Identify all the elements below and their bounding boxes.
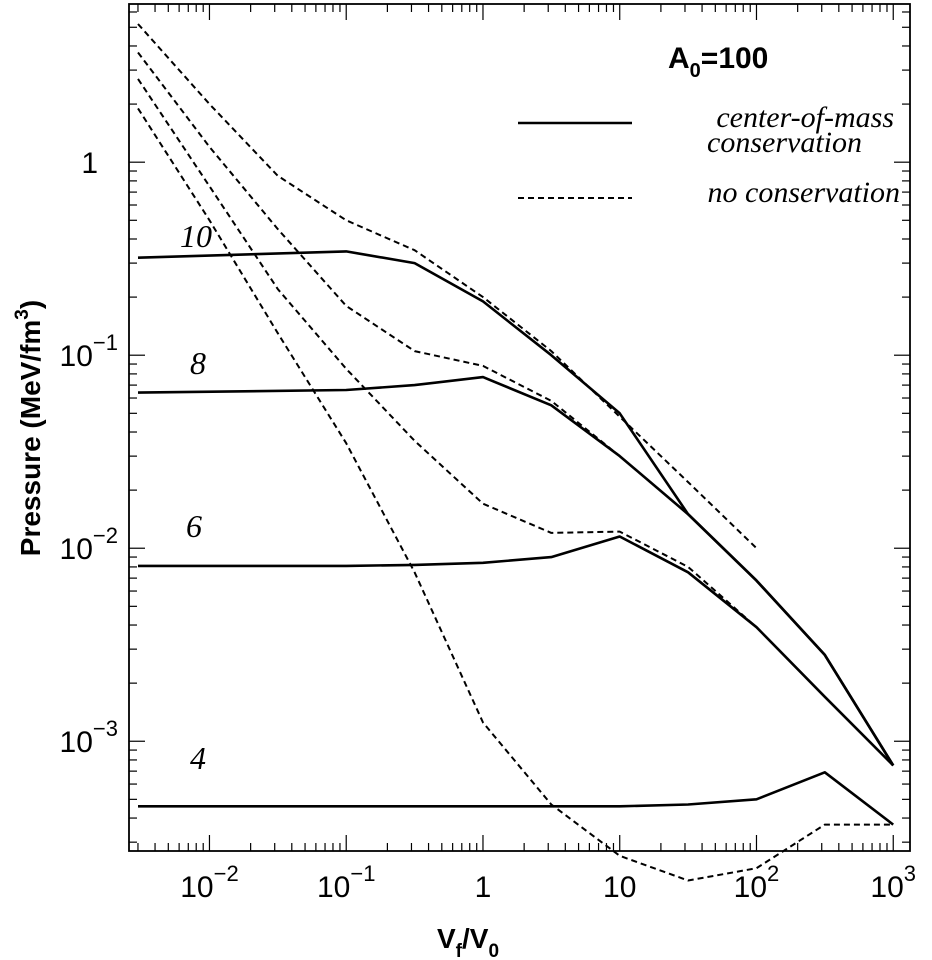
legend-solid-label-line1: center-of-mass [716, 101, 894, 134]
series-10-solid-line [137, 250, 895, 767]
series-label-6: 6 [186, 508, 202, 544]
x-tick-labels: 10−2 10−1 1 10 102 103 [180, 861, 916, 904]
series-6-dashed-line [137, 78, 894, 767]
series-label-10: 10 [180, 218, 212, 254]
series-label-8: 8 [190, 345, 206, 381]
series-4-solid-line [138, 771, 894, 826]
x-tick-label: 103 [870, 861, 916, 904]
y-tick-label: 10−2 [60, 523, 118, 566]
y-tick-label: 1 [81, 147, 98, 180]
legend-title: A0=100 [668, 42, 768, 82]
y-tick-labels: 10−3 10−2 10−1 1 [60, 147, 118, 759]
series-8-dashed-line [137, 51, 895, 766]
y-tick-label: 10−1 [60, 330, 118, 373]
x-tick-label: 102 [734, 861, 780, 904]
x-tick-label: 1 [475, 871, 492, 904]
x-axis-title: Vf/V0 [437, 923, 499, 960]
series-10-dashed-line [137, 23, 758, 549]
curves: 10 8 6 4 [137, 23, 895, 882]
series-4-dashed-line [137, 107, 894, 882]
tick-marks [129, 4, 910, 851]
legend-dashed-label: no conservation [708, 176, 900, 209]
series-label-4: 4 [190, 740, 206, 776]
y-tick-label: 10−3 [60, 716, 118, 759]
series-6-solid-line [138, 535, 895, 767]
x-tick-label: 10 [603, 871, 636, 904]
x-tick-label: 10−1 [317, 861, 375, 904]
y-axis-title: Pressure (MeV/fm3) [12, 300, 46, 556]
legend: A0=100 center-of-mass conservation no co… [518, 42, 900, 209]
series-8-solid-line [137, 375, 895, 767]
x-tick-label: 10−2 [180, 861, 238, 904]
legend-solid-label-line2: conservation [707, 126, 862, 159]
plot-frame [128, 3, 911, 852]
